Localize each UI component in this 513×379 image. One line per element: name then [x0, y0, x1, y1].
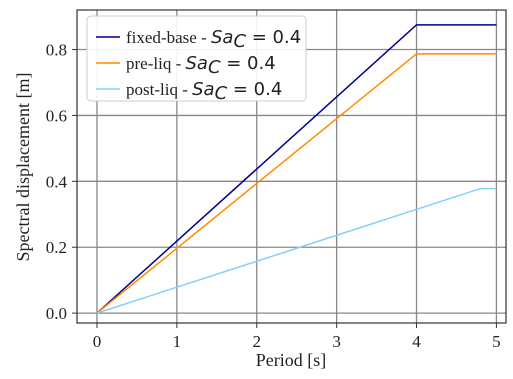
y-tick-label: 0.0: [46, 304, 67, 323]
y-axis-label: Spectral displacement [m]: [13, 73, 33, 262]
series-group: [96, 24, 497, 314]
x-axis-label: Period [s]: [256, 350, 327, 370]
x-tick-label: 0: [93, 332, 102, 351]
series-line-1: [96, 24, 497, 314]
x-tick-label: 4: [412, 332, 421, 351]
y-tick-label: 0.6: [46, 106, 67, 125]
y-tick-label: 0.2: [46, 238, 67, 257]
x-tick-label: 2: [252, 332, 261, 351]
x-tick-label: 3: [332, 332, 341, 351]
legend-label-3: post-liq - SaC = 0.4: [126, 79, 282, 104]
legend-box: [86, 15, 307, 102]
x-axis: 0 1 2 3 4 5: [93, 323, 501, 351]
x-tick-label: 5: [492, 332, 501, 351]
plot-frame: [76, 9, 507, 324]
legend-label-2: pre-liq - SaC = 0.4: [126, 53, 276, 78]
y-axis: 0.0 0.2 0.4 0.6 0.8: [46, 41, 77, 323]
x-tick-label: 1: [173, 332, 182, 351]
y-tick-label: 0.4: [46, 172, 68, 191]
y-tick-label: 0.8: [46, 41, 67, 60]
legend-label-1: fixed-base - SaC = 0.4: [126, 27, 301, 52]
series-line-2: [96, 53, 497, 314]
series-line-3: [96, 187, 497, 314]
